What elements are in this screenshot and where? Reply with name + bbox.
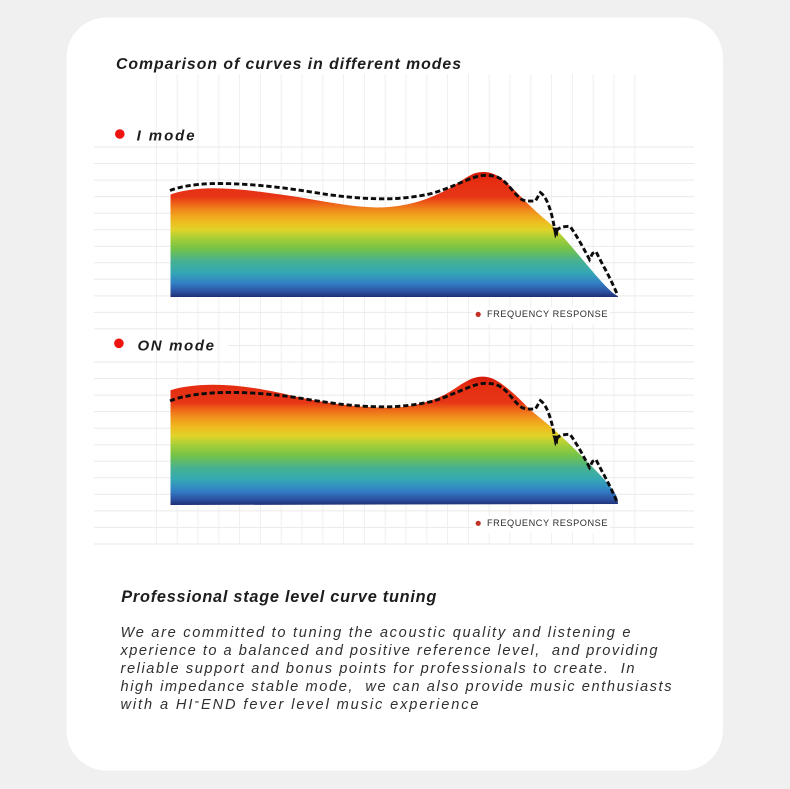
svg-text:I mode: I mode [137,127,195,144]
svg-text:FREQUENCY RESPONSE: FREQUENCY RESPONSE [487,518,608,528]
svg-text:xperience to a balanced and po: xperience to a balanced and positive ref… [120,643,658,659]
svg-text:ON mode: ON mode [138,337,215,354]
svg-text:FREQUENCY RESPONSE: FREQUENCY RESPONSE [487,309,608,319]
svg-text:Professional stage level curve: Professional stage level curve tuning [121,588,436,606]
svg-text:high impedance stable mode, w: high impedance stable mode, we can also … [121,679,672,695]
svg-text:Comparison of curves in differ: Comparison of curves in different modes [116,56,461,73]
svg-text:We are committed to tuning the: We are committed to tuning the acoustic … [121,625,631,641]
